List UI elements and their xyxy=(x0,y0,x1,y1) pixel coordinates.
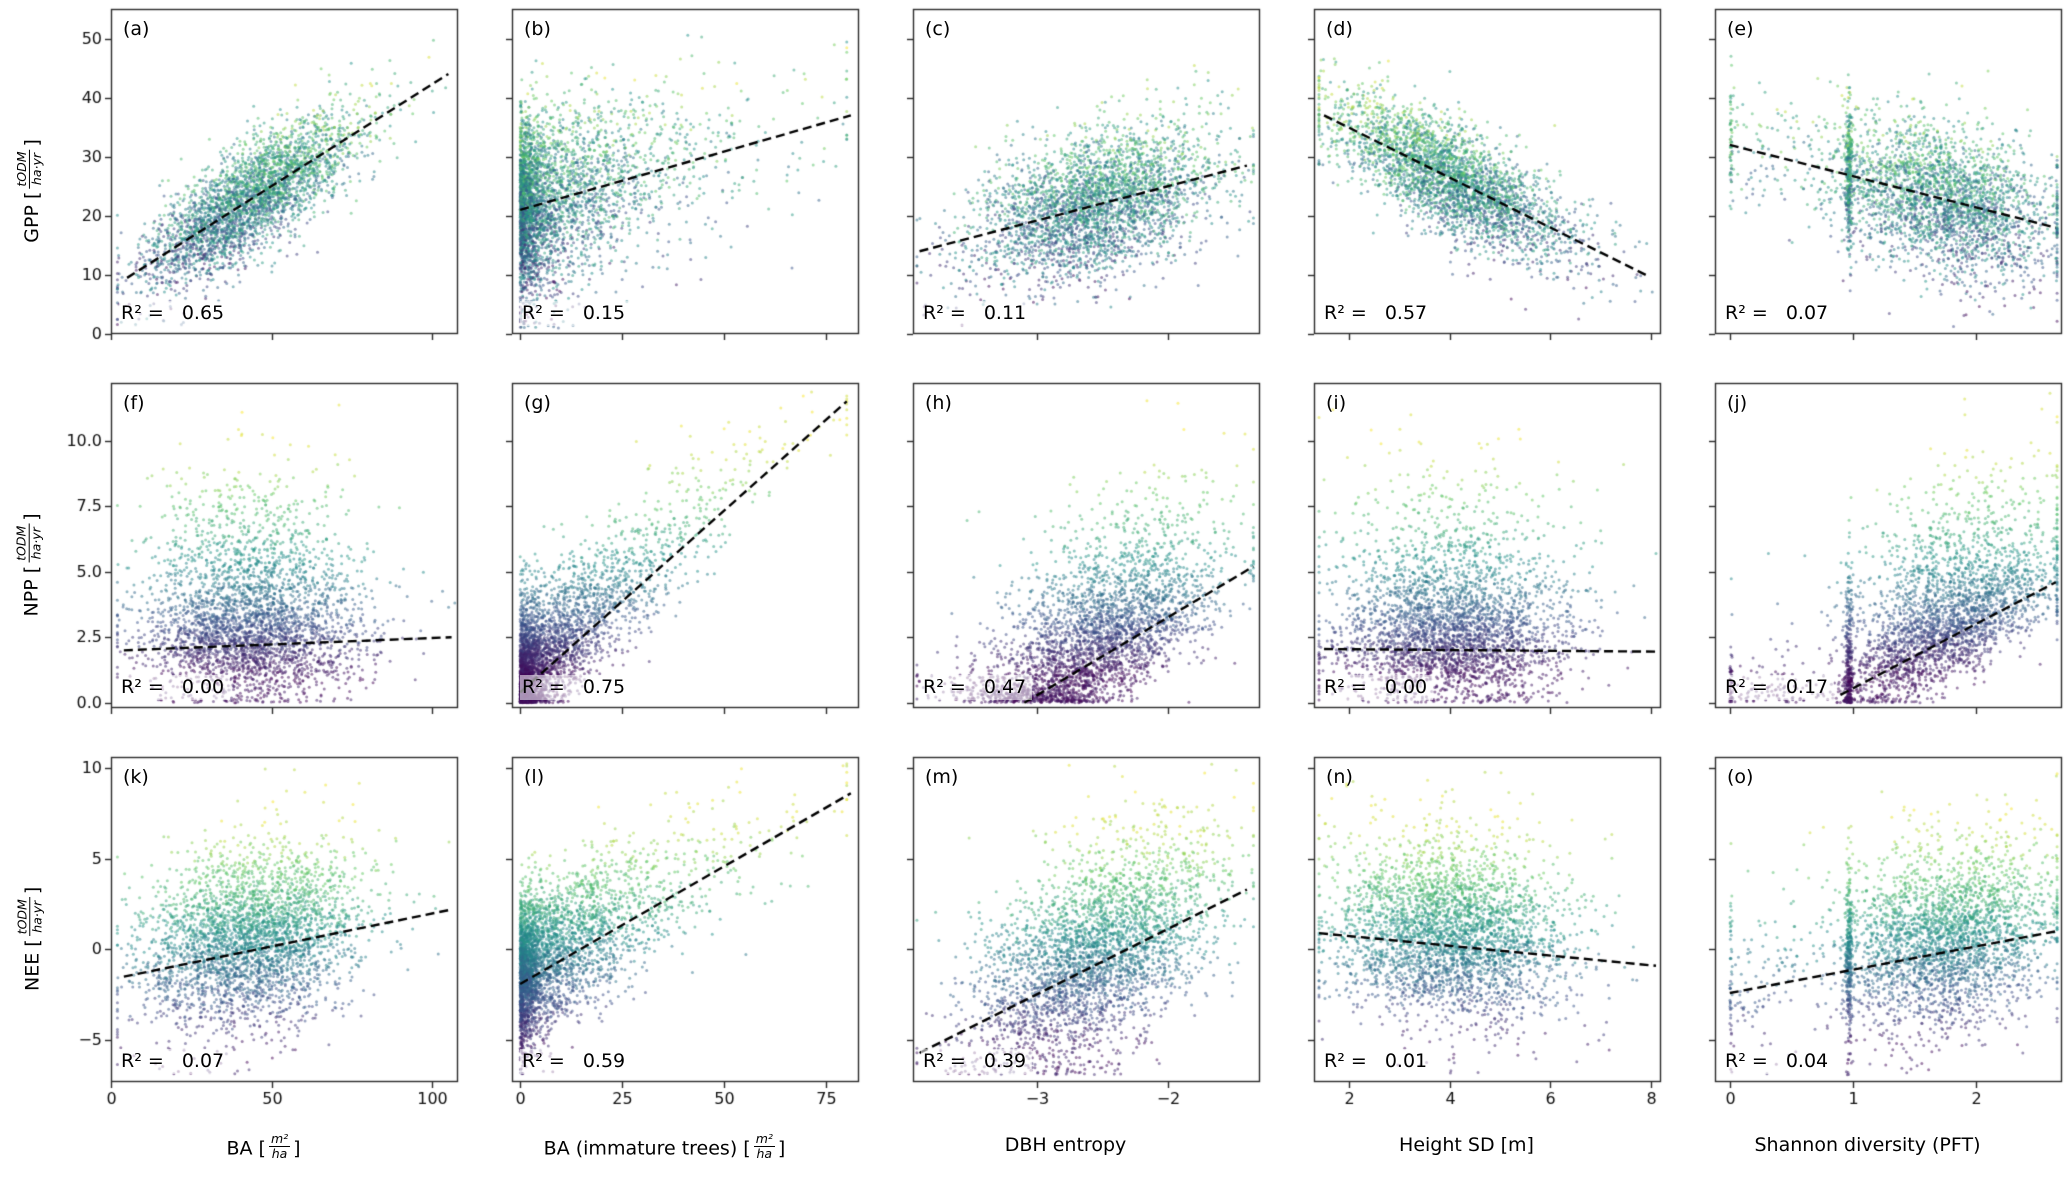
r2-annotation: R² = 0.39 xyxy=(921,1049,1033,1074)
panel-c: (c) R² = 0.11 xyxy=(868,4,1263,378)
panel-d: (d) R² = 0.57 xyxy=(1269,4,1664,378)
y-var: GPP xyxy=(21,205,44,243)
panel-a: (a) R² = 0.65 xyxy=(66,4,461,378)
panel-k: (k) R² = 0.07 xyxy=(66,752,461,1126)
r2-annotation: R² = 0.07 xyxy=(119,1049,231,1074)
corner-spacer xyxy=(4,1126,60,1182)
unit-fraction: m² ha xyxy=(268,1131,291,1162)
unit-fraction: tODM ha·yr xyxy=(14,149,45,189)
y-var: NEE xyxy=(21,952,44,992)
unit-fraction: tODM ha·yr xyxy=(14,523,45,563)
x-axis-label-ba: BA [m² ha] xyxy=(226,1131,301,1162)
panel-b: (b) R² = 0.15 xyxy=(467,4,862,378)
r2-annotation: R² = 0.04 xyxy=(1723,1049,1835,1074)
y-axis-label-text: NPP [ tODM ha·yr ] xyxy=(14,513,47,617)
panel-label: (e) xyxy=(1727,18,1754,40)
r2-annotation: R² = 0.47 xyxy=(921,675,1033,700)
y-var: NPP xyxy=(21,579,44,617)
panel-label: (f) xyxy=(123,392,145,414)
panel-label: (d) xyxy=(1326,18,1353,40)
r2-annotation: R² = 0.59 xyxy=(520,1049,632,1074)
r2-annotation: R² = 0.65 xyxy=(119,301,231,326)
panel-n: (n) R² = 0.01 xyxy=(1269,752,1664,1126)
panel-m: (m) R² = 0.39 xyxy=(868,752,1263,1126)
unit-fraction: tODM ha·yr xyxy=(14,897,45,937)
panel-label: (j) xyxy=(1727,392,1748,414)
panel-o: (o) R² = 0.04 xyxy=(1670,752,2065,1126)
r2-annotation: R² = 0.11 xyxy=(921,301,1033,326)
y-axis-label-gpp: GPP [ tODM ha·yr ] xyxy=(4,4,60,378)
panel-h: (h) R² = 0.47 xyxy=(868,378,1263,752)
unit-fraction: m² ha xyxy=(753,1131,775,1162)
panel-label: (l) xyxy=(524,766,545,788)
x-axis-label-height-sd: Height SD [m] xyxy=(1399,1134,1534,1156)
bracket: ] xyxy=(21,513,44,521)
y-axis-label-npp: NPP [ tODM ha·yr ] xyxy=(4,378,60,752)
r2-annotation: R² = 0.00 xyxy=(119,675,231,700)
panel-i: (i) R² = 0.00 xyxy=(1269,378,1664,752)
bracket: ] xyxy=(21,886,44,895)
panel-f: (f) R² = 0.00 xyxy=(66,378,461,752)
panel-label: (g) xyxy=(524,392,551,414)
panel-label: (i) xyxy=(1326,392,1347,414)
x-axis-label-shannon: Shannon diversity (PFT) xyxy=(1754,1134,1981,1156)
x-axis-label-dbh-entropy: DBH entropy xyxy=(1004,1134,1127,1156)
x-axis-label-ba-immature: BA (immature trees) [m² ha] xyxy=(543,1131,786,1162)
r2-annotation: R² = 0.15 xyxy=(520,301,632,326)
panel-j: (j) R² = 0.17 xyxy=(1670,378,2065,752)
r2-annotation: R² = 0.75 xyxy=(520,675,632,700)
r2-annotation: R² = 0.17 xyxy=(1723,675,1835,700)
r2-annotation: R² = 0.57 xyxy=(1322,301,1434,326)
panel-label: (m) xyxy=(925,766,959,788)
bracket: [ xyxy=(21,565,44,580)
panel-label: (a) xyxy=(123,18,150,40)
y-axis-label-text: GPP [ tODM ha·yr ] xyxy=(14,139,47,243)
r2-annotation: R² = 0.00 xyxy=(1322,675,1434,700)
panel-label: (h) xyxy=(925,392,952,414)
panel-label: (o) xyxy=(1727,766,1754,788)
bracket: ] xyxy=(21,139,44,147)
y-axis-label-nee: NEE [ tODM ha·yr ] xyxy=(4,752,60,1126)
r2-annotation: R² = 0.01 xyxy=(1322,1049,1434,1074)
y-axis-label-text: NEE [ tODM ha·yr ] xyxy=(14,886,47,992)
panel-g: (g) R² = 0.75 xyxy=(467,378,862,752)
panel-l: (l) R² = 0.59 xyxy=(467,752,862,1126)
bracket: [ xyxy=(21,191,44,206)
panel-label: (n) xyxy=(1326,766,1353,788)
bracket: [ xyxy=(21,939,44,953)
panel-e: (e) R² = 0.07 xyxy=(1670,4,2065,378)
panel-label: (k) xyxy=(123,766,149,788)
panel-label: (c) xyxy=(925,18,951,40)
r2-annotation: R² = 0.07 xyxy=(1723,301,1835,326)
panel-label: (b) xyxy=(524,18,551,40)
